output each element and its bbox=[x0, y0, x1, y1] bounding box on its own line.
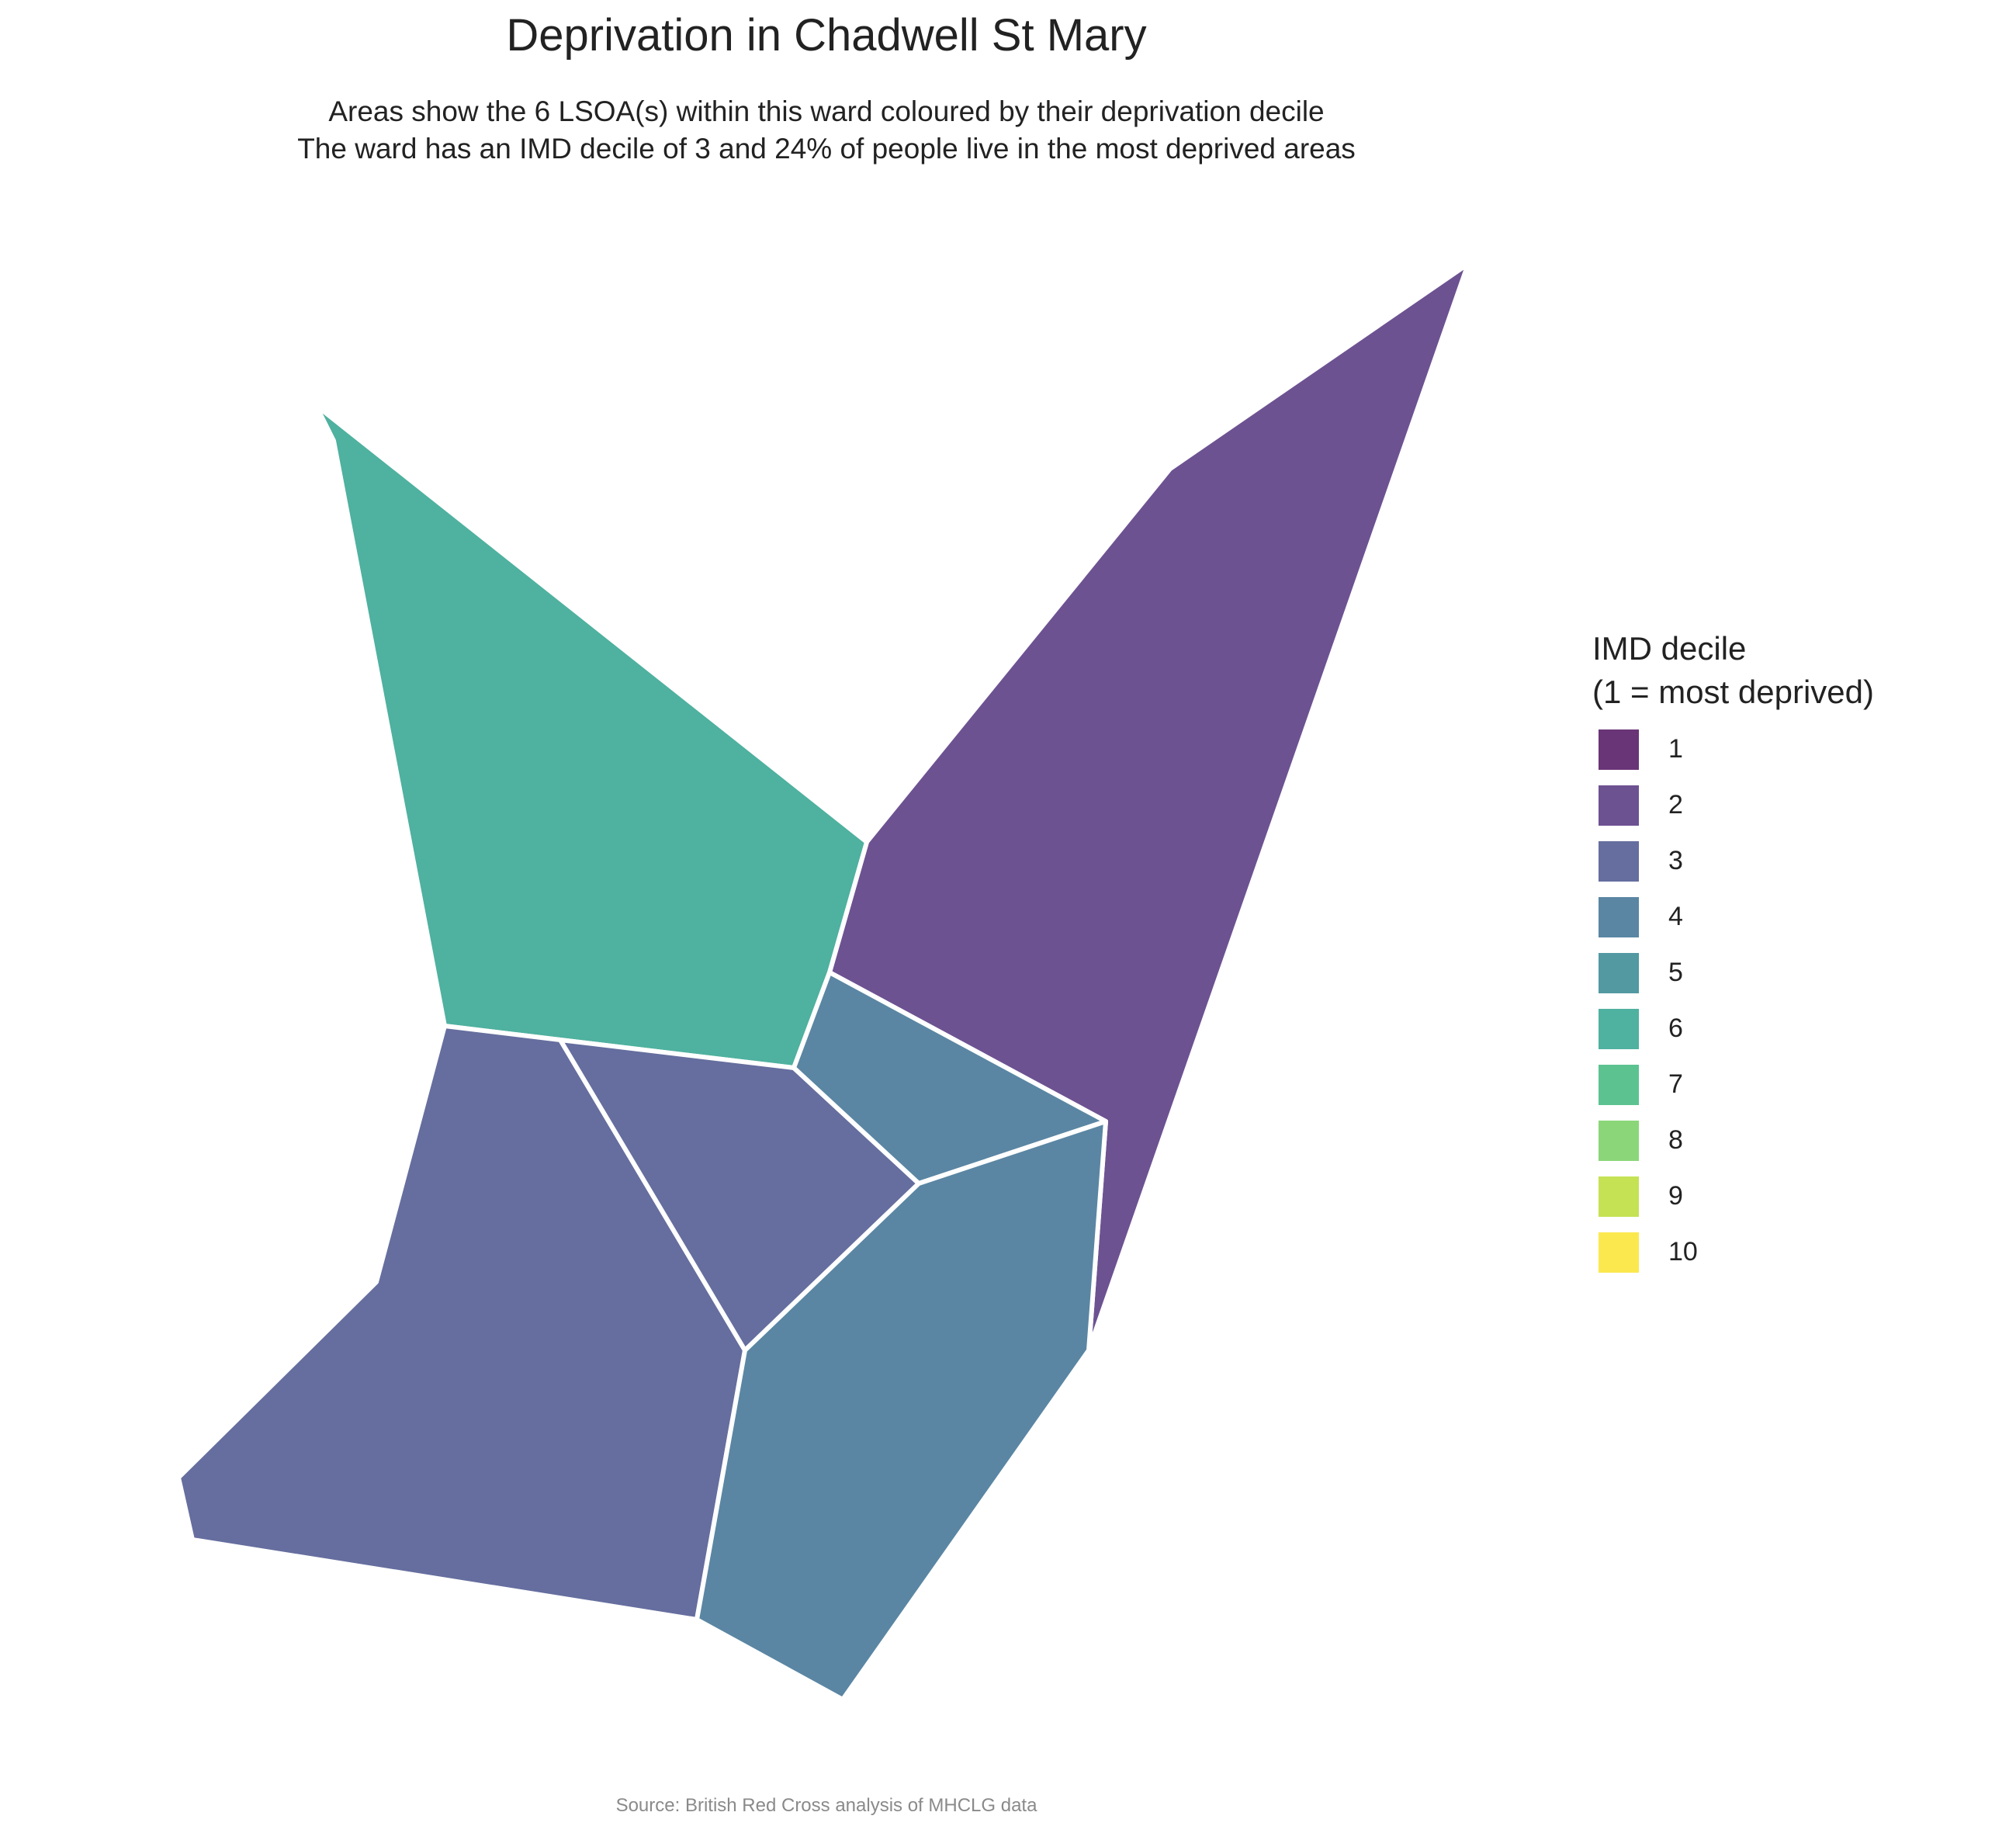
legend-swatch bbox=[1599, 1009, 1639, 1049]
legend-title: IMD decile (1 = most deprived) bbox=[1592, 627, 1874, 714]
legend-label: 5 bbox=[1668, 958, 1683, 987]
legend-label: 8 bbox=[1668, 1125, 1683, 1155]
legend-swatch bbox=[1599, 841, 1639, 882]
legend-swatch bbox=[1599, 729, 1639, 770]
legend-item-10: 10 bbox=[1592, 1232, 1874, 1288]
legend-swatch bbox=[1599, 785, 1639, 826]
map-subtitle: Areas show the 6 LSOA(s) within this war… bbox=[0, 93, 1653, 168]
legend-swatch bbox=[1599, 953, 1639, 993]
legend-swatch bbox=[1599, 1065, 1639, 1105]
legend-item-7: 7 bbox=[1592, 1065, 1874, 1121]
legend-swatch bbox=[1599, 1176, 1639, 1217]
legend-item-9: 9 bbox=[1592, 1176, 1874, 1232]
legend-label: 1 bbox=[1668, 734, 1683, 764]
legend-label: 9 bbox=[1668, 1181, 1683, 1211]
lsoa-south-east[interactable] bbox=[695, 1119, 1108, 1702]
source-caption: Source: British Red Cross analysis of MH… bbox=[615, 1795, 1037, 1816]
legend-label: 4 bbox=[1668, 902, 1683, 931]
legend-label: 3 bbox=[1668, 846, 1683, 875]
legend-item-2: 2 bbox=[1592, 785, 1874, 841]
legend-label: 10 bbox=[1668, 1237, 1698, 1266]
legend-item-3: 3 bbox=[1592, 841, 1874, 897]
legend-label: 2 bbox=[1668, 790, 1683, 819]
legend: IMD decile (1 = most deprived) 1 2 3 4 5 6 7 8 9… bbox=[1592, 627, 1874, 1288]
lsoa-north-west[interactable] bbox=[313, 403, 869, 1070]
legend-item-6: 6 bbox=[1592, 1009, 1874, 1065]
legend-item-5: 5 bbox=[1592, 953, 1874, 1009]
legend-title-line-2: (1 = most deprived) bbox=[1592, 674, 1874, 710]
legend-swatch bbox=[1599, 897, 1639, 937]
legend-label: 6 bbox=[1668, 1014, 1683, 1043]
legend-label: 7 bbox=[1668, 1069, 1683, 1099]
legend-item-8: 8 bbox=[1592, 1121, 1874, 1176]
legend-items: 1 2 3 4 5 6 7 8 9 10 bbox=[1592, 729, 1874, 1288]
legend-item-4: 4 bbox=[1592, 897, 1874, 953]
legend-swatch bbox=[1599, 1232, 1639, 1273]
legend-swatch bbox=[1599, 1121, 1639, 1161]
subtitle-line-1: Areas show the 6 LSOA(s) within this war… bbox=[328, 95, 1325, 127]
legend-title-line-1: IMD decile bbox=[1592, 630, 1747, 667]
subtitle-line-2: The ward has an IMD decile of 3 and 24% … bbox=[297, 133, 1356, 165]
legend-item-1: 1 bbox=[1592, 729, 1874, 785]
map-title: Deprivation in Chadwell St Mary bbox=[506, 10, 1147, 61]
